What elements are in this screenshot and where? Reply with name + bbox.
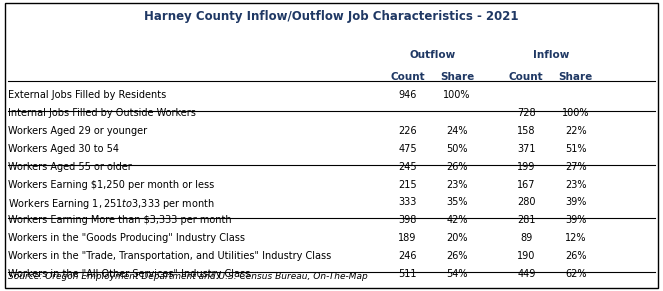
Text: 100%: 100% bbox=[443, 90, 471, 100]
Text: 62%: 62% bbox=[565, 269, 587, 279]
Text: 23%: 23% bbox=[446, 180, 467, 189]
Text: 39%: 39% bbox=[565, 215, 587, 225]
Text: 20%: 20% bbox=[446, 233, 467, 243]
Text: 12%: 12% bbox=[565, 233, 587, 243]
Text: Workers in the "Goods Producing" Industry Class: Workers in the "Goods Producing" Industr… bbox=[8, 233, 245, 243]
Text: 50%: 50% bbox=[446, 144, 467, 154]
Text: 26%: 26% bbox=[446, 251, 467, 261]
Text: Workers Aged 29 or younger: Workers Aged 29 or younger bbox=[8, 126, 147, 136]
Text: 190: 190 bbox=[517, 251, 536, 261]
Text: Source: Oregon Employment Department and U.S. Census Bureau, On-The-Map: Source: Oregon Employment Department and… bbox=[8, 272, 368, 281]
Text: 54%: 54% bbox=[446, 269, 467, 279]
Text: Workers Earning $1,250 per month or less: Workers Earning $1,250 per month or less bbox=[8, 180, 214, 189]
Text: 511: 511 bbox=[398, 269, 416, 279]
Text: 100%: 100% bbox=[562, 108, 589, 118]
Text: 398: 398 bbox=[398, 215, 416, 225]
Text: 26%: 26% bbox=[446, 162, 467, 172]
Text: 199: 199 bbox=[517, 162, 536, 172]
Text: 189: 189 bbox=[398, 233, 416, 243]
Text: External Jobs Filled by Residents: External Jobs Filled by Residents bbox=[8, 90, 166, 100]
Text: 226: 226 bbox=[398, 126, 417, 136]
Text: 246: 246 bbox=[398, 251, 416, 261]
Text: 42%: 42% bbox=[446, 215, 467, 225]
Text: Inflow: Inflow bbox=[533, 50, 570, 61]
Text: 24%: 24% bbox=[446, 126, 467, 136]
Text: Share: Share bbox=[440, 72, 474, 82]
Text: 215: 215 bbox=[398, 180, 417, 189]
Text: 89: 89 bbox=[520, 233, 532, 243]
Text: Share: Share bbox=[559, 72, 593, 82]
Text: Workers Earning More than $3,333 per month: Workers Earning More than $3,333 per mon… bbox=[8, 215, 231, 225]
Text: 449: 449 bbox=[517, 269, 536, 279]
Text: 51%: 51% bbox=[565, 144, 587, 154]
Text: Workers Aged 55 or older: Workers Aged 55 or older bbox=[8, 162, 132, 172]
Text: 26%: 26% bbox=[565, 251, 587, 261]
Text: 23%: 23% bbox=[565, 180, 587, 189]
Text: Outflow: Outflow bbox=[409, 50, 455, 61]
Text: Workers in the "All Other Services" Industry Class: Workers in the "All Other Services" Indu… bbox=[8, 269, 250, 279]
Text: Workers Earning $1,251 to $3,333 per month: Workers Earning $1,251 to $3,333 per mon… bbox=[8, 197, 215, 211]
Text: Internal Jobs Filled by Outside Workers: Internal Jobs Filled by Outside Workers bbox=[8, 108, 196, 118]
Text: Workers Aged 30 to 54: Workers Aged 30 to 54 bbox=[8, 144, 119, 154]
Text: 167: 167 bbox=[517, 180, 536, 189]
Text: 371: 371 bbox=[517, 144, 536, 154]
Text: 475: 475 bbox=[398, 144, 417, 154]
Text: Count: Count bbox=[509, 72, 544, 82]
Text: 281: 281 bbox=[517, 215, 536, 225]
Text: 39%: 39% bbox=[565, 197, 587, 207]
Text: 22%: 22% bbox=[565, 126, 587, 136]
Text: 245: 245 bbox=[398, 162, 417, 172]
Text: 158: 158 bbox=[517, 126, 536, 136]
Text: 280: 280 bbox=[517, 197, 536, 207]
Text: Harney County Inflow/Outflow Job Characteristics - 2021: Harney County Inflow/Outflow Job Charact… bbox=[145, 10, 518, 23]
Text: 27%: 27% bbox=[565, 162, 587, 172]
Text: 333: 333 bbox=[398, 197, 416, 207]
Text: Count: Count bbox=[390, 72, 425, 82]
Text: 946: 946 bbox=[398, 90, 416, 100]
Text: Workers in the "Trade, Transportation, and Utilities" Industry Class: Workers in the "Trade, Transportation, a… bbox=[8, 251, 332, 261]
Text: 35%: 35% bbox=[446, 197, 467, 207]
Text: 728: 728 bbox=[517, 108, 536, 118]
